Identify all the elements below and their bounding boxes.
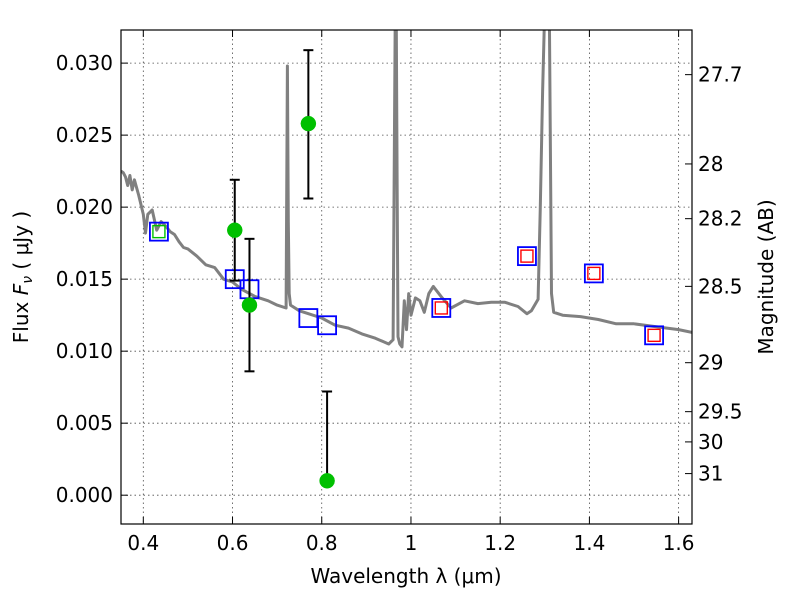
x-tick-label: 1.4 (573, 531, 605, 555)
blue-square-marker (149, 221, 169, 242)
plot-frame (120, 29, 693, 525)
sed-model-line (121, 30, 692, 349)
red-square-marker (587, 266, 601, 281)
blue-square-marker (317, 315, 337, 336)
x-tick-label: 0.8 (306, 531, 338, 555)
red-square-marker (647, 328, 661, 343)
x-tick-label: 1.2 (484, 531, 516, 555)
observed-flux-point (319, 473, 335, 489)
blue-square-marker (431, 298, 452, 318)
markers (149, 49, 664, 489)
y-tick-label: 0.005 (56, 411, 113, 435)
ticks: 0.4 0.6 0.8 1 1.2 1.4 1.6 0.000 0.005 0.010 0.015 0… (56, 30, 743, 555)
y-tick-label: 0.030 (56, 51, 113, 75)
y-axis-label: Flux Fν ( μJy ) (9, 211, 36, 343)
y2-tick-label: 28.5 (698, 274, 743, 298)
y2-tick-label: 31 (698, 462, 723, 486)
y2-tick-label: 28 (698, 152, 723, 176)
y-axis-label-text: Flux (9, 295, 33, 343)
observed-flux-point (300, 115, 317, 132)
plot-content (121, 30, 692, 349)
y-axis-label-units: ( μJy ) (9, 211, 33, 276)
blue-square-marker (644, 325, 664, 346)
gridlines (121, 30, 692, 524)
y-tick-label: 0.015 (56, 267, 113, 291)
blue-square-marker (583, 263, 604, 284)
x-tick-label: 1.6 (663, 531, 695, 555)
x-tick-label: 0.4 (127, 531, 159, 555)
y2-tick-label: 30 (698, 430, 723, 454)
y-tick-label: 0.025 (56, 123, 113, 147)
y2-tick-label: 27.7 (698, 63, 743, 87)
y2-tick-label: 28.2 (698, 207, 743, 231)
y-tick-label: 0.000 (56, 483, 113, 507)
red-square-marker (520, 249, 534, 263)
green-square-marker (152, 224, 166, 239)
x-axis-label: Wavelength λ (μm) (310, 564, 501, 588)
y2-tick-label: 29 (698, 351, 723, 375)
y-axis-label-var: F (9, 283, 33, 295)
y2-axis-label: Magnitude (AB) (754, 199, 778, 354)
x-tick-label: 1 (405, 531, 418, 555)
y-tick-label: 0.010 (56, 339, 113, 363)
plot-area (121, 30, 692, 524)
observed-flux-point (241, 297, 258, 313)
blue-square-marker (517, 246, 537, 267)
y2-tick-label: 29.5 (698, 400, 743, 424)
red-square-marker (434, 301, 448, 315)
x-tick-label: 0.6 (217, 531, 249, 555)
observed-flux-point (227, 222, 243, 238)
y-axis-label-sub: ν (20, 276, 36, 284)
y-tick-label: 0.020 (56, 195, 113, 219)
